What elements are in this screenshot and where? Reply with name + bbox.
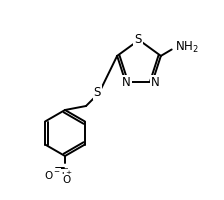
- Text: N: N: [151, 76, 159, 89]
- Text: NH$_2$: NH$_2$: [175, 40, 199, 55]
- Text: N: N: [122, 76, 131, 89]
- Text: O: O: [62, 175, 70, 185]
- Text: O$^-$: O$^-$: [43, 169, 60, 181]
- Text: N$^+$: N$^+$: [56, 170, 72, 183]
- Text: S: S: [134, 33, 142, 46]
- Text: S: S: [94, 86, 101, 99]
